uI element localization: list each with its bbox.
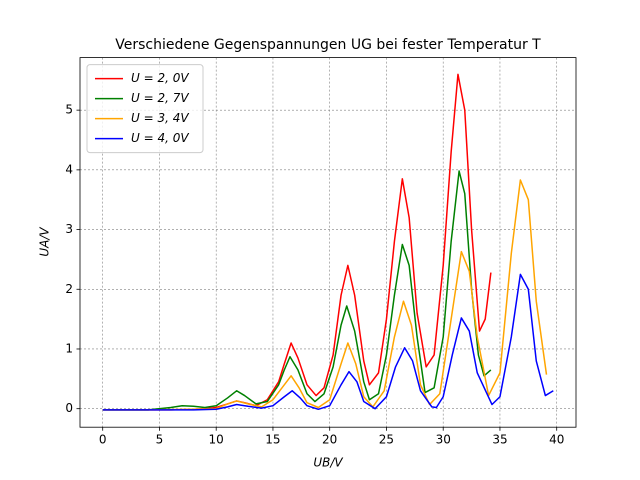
axes-frame xyxy=(79,57,577,428)
y-tick-label: 1 xyxy=(65,341,73,355)
x-tick-label: 40 xyxy=(549,433,564,447)
data-line xyxy=(102,170,492,411)
x-tick-label: 30 xyxy=(436,433,451,447)
x-axis-label: UB/V xyxy=(313,456,343,470)
x-tick-label: 15 xyxy=(265,433,280,447)
x-tick-label: 5 xyxy=(156,433,164,447)
legend-label: U = 2, 0V xyxy=(131,71,189,85)
x-tick-label: 10 xyxy=(209,433,224,447)
x-tick-label: 0 xyxy=(99,433,107,447)
legend-box xyxy=(86,64,204,154)
legend-label: U = 3, 4V xyxy=(131,111,189,125)
y-tick-label: 5 xyxy=(65,103,73,117)
x-tick-label: 25 xyxy=(379,433,394,447)
data-line xyxy=(102,179,548,411)
legend-label: U = 2, 7V xyxy=(131,91,189,105)
y-tick-label: 4 xyxy=(65,162,73,176)
chart-title: Verschiedene Gegenspannungen UG bei fest… xyxy=(115,37,541,53)
y-axis-label: UA/V xyxy=(38,227,52,257)
legend-label: U = 4, 0V xyxy=(131,131,189,145)
x-tick-label: 35 xyxy=(492,433,507,447)
y-tick-label: 3 xyxy=(65,222,73,236)
y-tick-label: 2 xyxy=(65,282,73,296)
data-line xyxy=(102,273,554,411)
y-tick-label: 0 xyxy=(65,401,73,415)
x-tick-label: 20 xyxy=(322,433,337,447)
